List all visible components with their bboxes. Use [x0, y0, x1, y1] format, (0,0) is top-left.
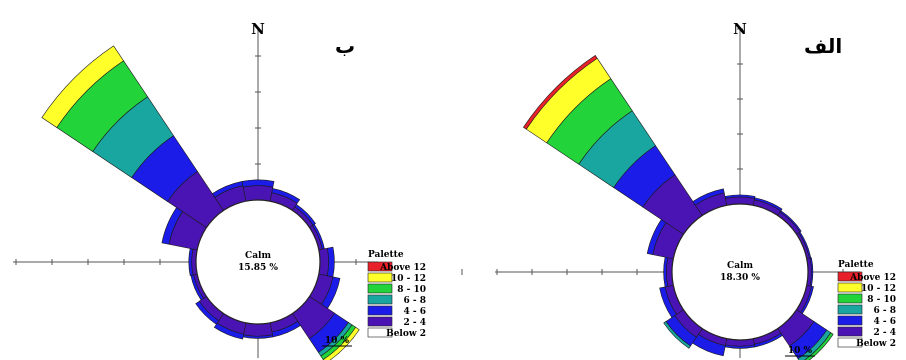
panel-label-left: ب — [335, 34, 356, 58]
legend-label: 4 - 6 — [873, 317, 896, 327]
legend-swatch — [367, 327, 393, 338]
petal-segment — [211, 181, 244, 198]
petal-135 — [777, 309, 834, 360]
petal-segment — [242, 185, 274, 202]
legend-label: 8 - 10 — [867, 295, 896, 305]
legend-swatch — [837, 337, 863, 348]
petal-segment — [241, 179, 275, 188]
petal-segment — [663, 321, 691, 349]
legend-swatch — [837, 282, 863, 293]
legend-label: 2 - 4 — [873, 328, 896, 338]
calm-label: Calm — [245, 251, 271, 261]
legend-swatch — [837, 293, 863, 304]
scale-label: 10 % — [325, 336, 350, 346]
petal-90 — [318, 246, 335, 278]
legend-swatch — [367, 316, 393, 327]
scale-bar: 10 % — [785, 346, 815, 357]
legend-label: Above 12 — [379, 263, 426, 273]
north-label: N — [251, 20, 265, 38]
calm-value: 15.85 % — [238, 263, 278, 273]
legend-swatch — [367, 283, 393, 294]
petal-337.5 — [211, 181, 247, 211]
panel-label-right: الف — [804, 34, 843, 58]
legend-label: 2 - 4 — [403, 318, 426, 328]
legend-label: 4 - 6 — [403, 307, 426, 317]
north-label: N — [733, 20, 747, 38]
legend-label: 10 - 12 — [861, 284, 896, 294]
legend-label: Below 2 — [856, 339, 896, 349]
petal-segment — [195, 300, 220, 325]
legend-label: 10 - 12 — [391, 274, 426, 284]
legend-swatch — [837, 271, 863, 282]
petal-315 — [41, 45, 224, 228]
petal-180 — [242, 322, 274, 339]
petal-segment — [804, 332, 834, 360]
legend-swatch — [367, 272, 393, 283]
petal-segment — [271, 188, 301, 204]
calm-value: 18.30 % — [720, 273, 760, 283]
petal-337.5 — [692, 188, 728, 216]
scale-label: 10 % — [788, 346, 813, 356]
legend-label: 6 - 8 — [403, 296, 426, 306]
petal-0 — [241, 179, 275, 202]
scale-bar: 10 % — [322, 336, 352, 347]
legend-swatch — [837, 315, 863, 326]
petal-segment — [243, 322, 273, 337]
petal-0 — [724, 194, 756, 206]
petal-segment — [692, 188, 725, 206]
calm-label: Calm — [727, 261, 753, 271]
legend-label: Below 2 — [386, 329, 426, 339]
calm-circle — [195, 199, 321, 325]
legend-label: Above 12 — [849, 273, 896, 283]
legend-swatch — [837, 326, 863, 337]
legend-swatch — [367, 294, 393, 305]
legend-label: 6 - 8 — [873, 306, 896, 316]
palette-title: Palette — [838, 260, 874, 270]
legend-swatch — [367, 305, 393, 316]
legend-swatch — [367, 261, 393, 272]
palette-title: Palette — [368, 250, 404, 260]
legend-swatch — [837, 304, 863, 315]
petal-135 — [292, 296, 360, 360]
petal-segment — [41, 45, 124, 128]
petal-segment — [522, 54, 598, 130]
petal-315 — [522, 54, 703, 235]
legend-label: 8 - 10 — [397, 285, 426, 295]
calm-circle — [671, 203, 809, 341]
